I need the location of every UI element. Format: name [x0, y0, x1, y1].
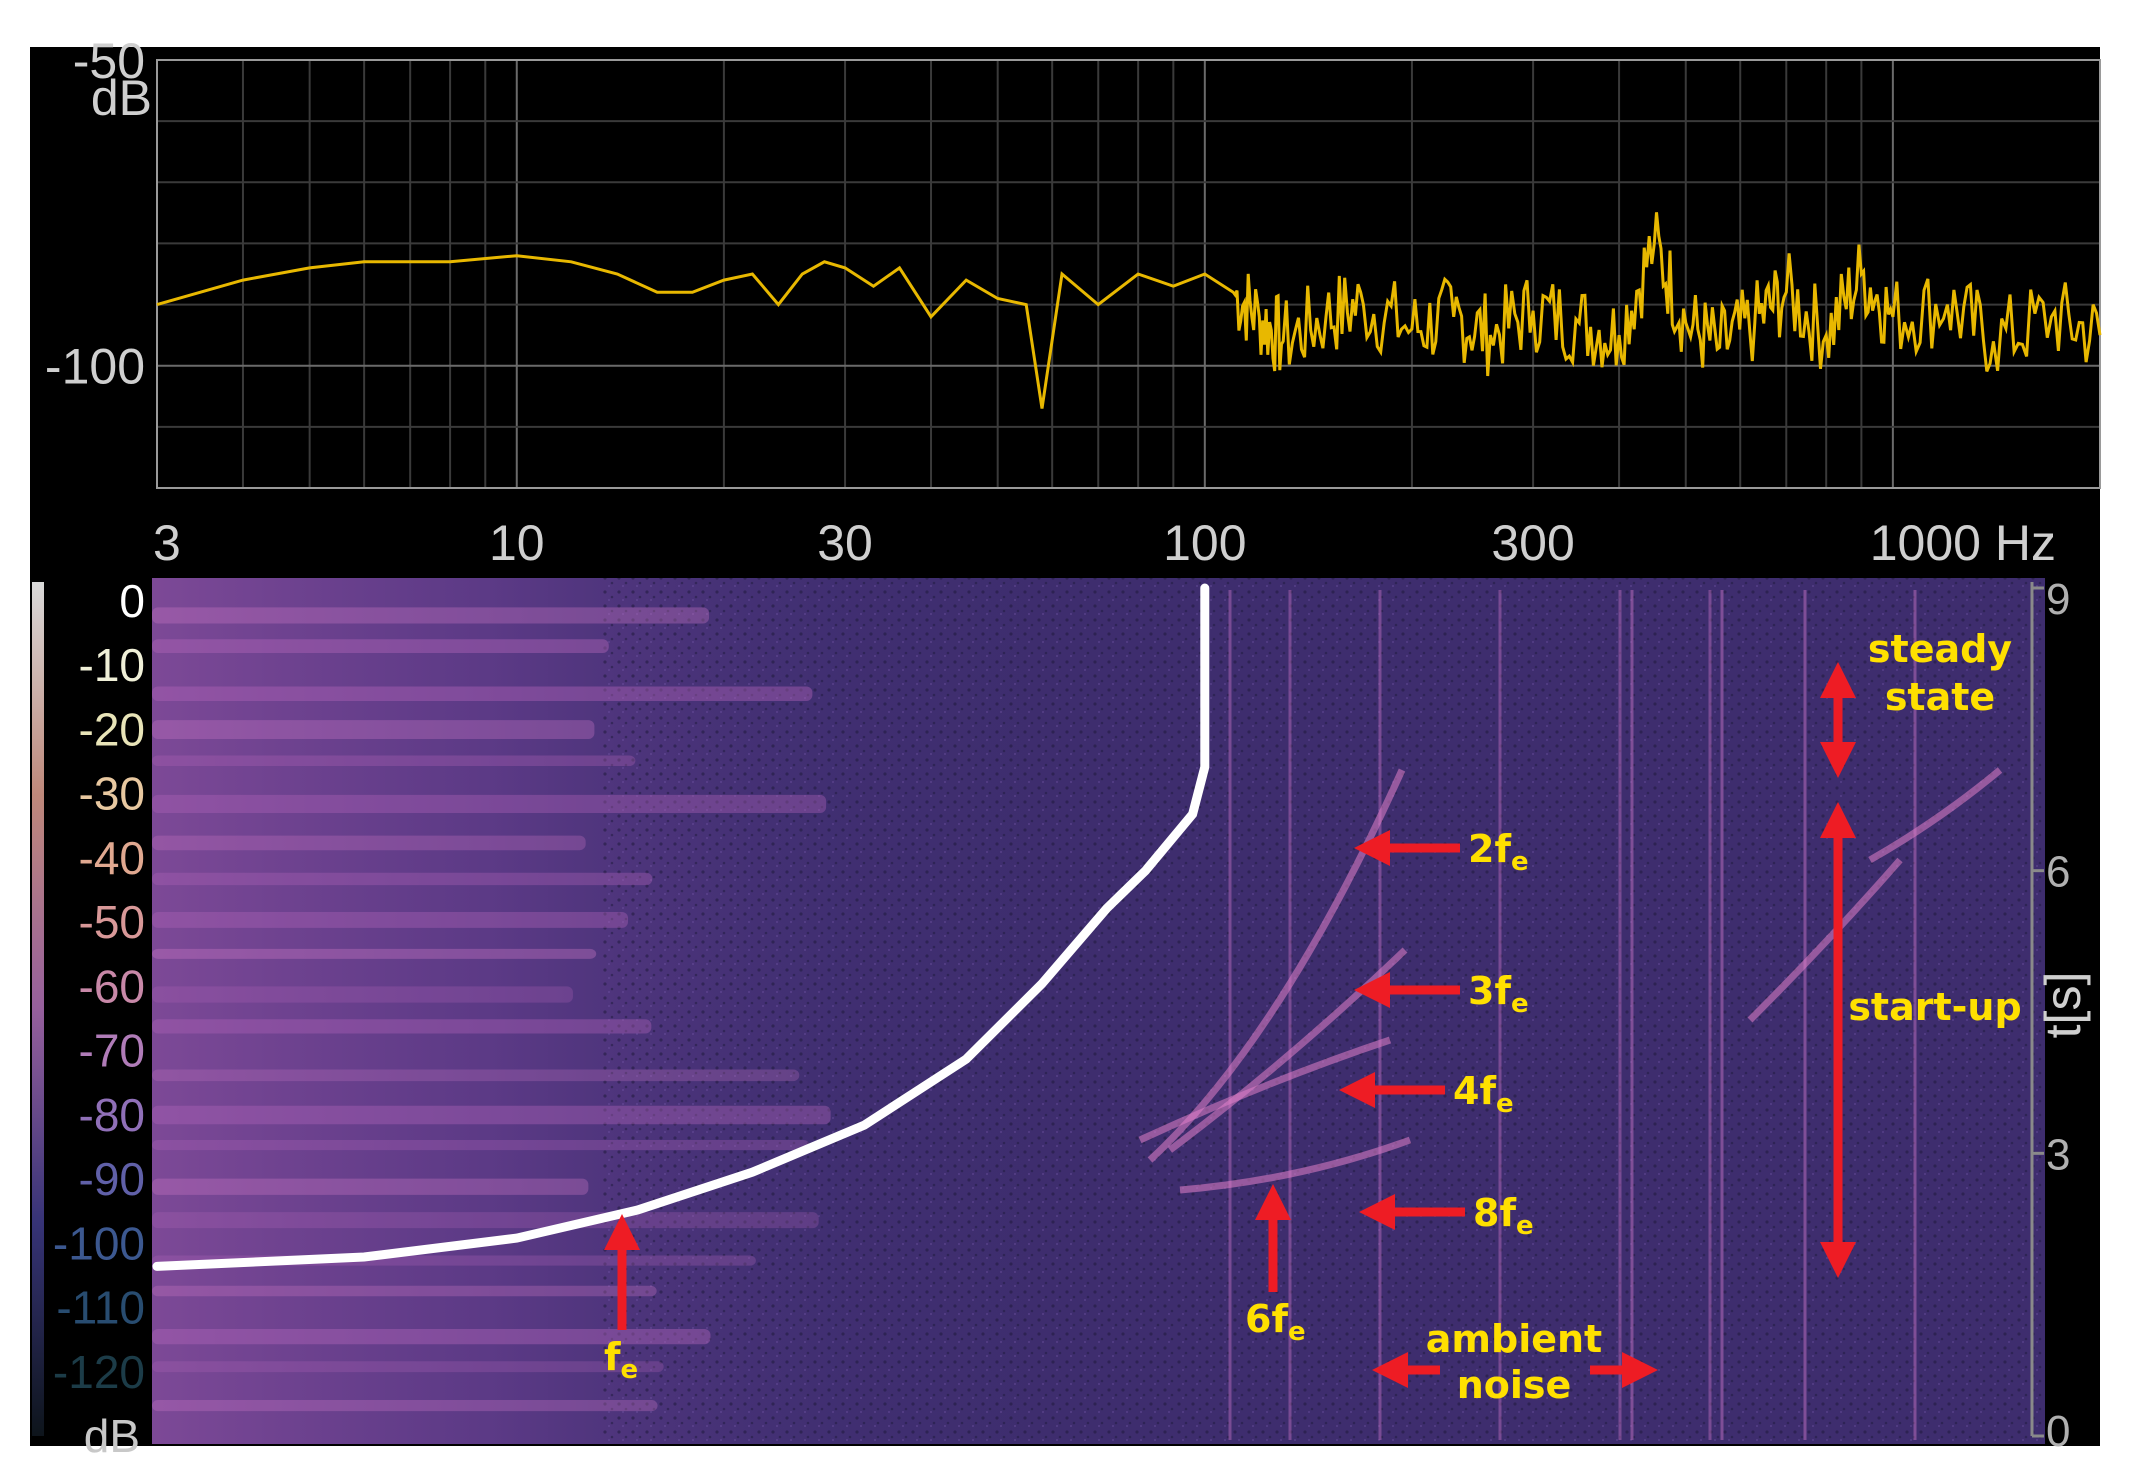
colorbar-tick-label: -50 [79, 896, 145, 948]
colorbar-tick-label: dB [84, 1410, 140, 1462]
fundamental-frequency-curve [152, 583, 1210, 1271]
colorbar-tick-label: -110 [56, 1282, 145, 1334]
harmonic-ridge [1138, 1036, 1392, 1144]
spectrogram-band [152, 686, 813, 702]
spectrogram-colorbar [32, 582, 44, 1436]
spectrogram-band [152, 794, 827, 814]
time-axis-tick-label: 9 [2046, 575, 2070, 624]
label-start-up: start-up [1848, 985, 2021, 1029]
label-state: state [1885, 675, 1995, 719]
colorbar-tick-label: -80 [79, 1089, 145, 1141]
colorbar-tick-label: -30 [79, 768, 145, 820]
label-2fe: 2fe [1468, 827, 1529, 877]
label-4fe: 4fe [1453, 1069, 1514, 1119]
spectrogram-band [152, 911, 629, 928]
colorbar-tick-label: -90 [79, 1153, 145, 1205]
colorbar-tick-label: -60 [79, 960, 145, 1012]
spectrogram-band [152, 872, 653, 886]
spectrum-plot-border [156, 59, 2101, 489]
label-steady: steady [1868, 627, 2012, 671]
colorbar-tick-label: -100 [53, 1217, 145, 1269]
spectrum-x-tick-label: 1000 Hz [1870, 515, 2056, 571]
label-noise: noise [1457, 1363, 1572, 1407]
spectrogram-band [152, 986, 573, 1003]
spectrum-x-tick-label: 100 [1163, 515, 1246, 571]
spectrogram-band [152, 835, 586, 851]
spectrogram-band [152, 1328, 711, 1345]
spectrogram-band [152, 1139, 810, 1151]
spectrum-x-tick-label: 10 [489, 515, 545, 571]
time-axis-tick-label: 6 [2046, 848, 2070, 897]
time-axis-tick-label: 3 [2046, 1130, 2070, 1179]
spectrum-x-tick-label: 300 [1491, 515, 1574, 571]
colorbar-tick-label: -120 [53, 1346, 145, 1398]
spectrogram-horizontal-bands [152, 607, 831, 1412]
spectrogram-harmonic-ridges [1138, 767, 2003, 1194]
spectrogram-noise-texture [600, 578, 2045, 1444]
label-3fe: 3fe [1468, 969, 1529, 1019]
spectrogram-band [152, 1069, 800, 1082]
spectrum-y-tick-label: -100 [45, 339, 145, 395]
spectrogram-band [152, 1019, 652, 1034]
spectrogram-band [152, 720, 595, 740]
time-axis-tick-label: 0 [2046, 1407, 2070, 1456]
time-axis-ticks: 9 6 3 0 [2032, 575, 2070, 1456]
spectrum-x-tick-label: 30 [817, 515, 873, 571]
colorbar-tick-label: -20 [79, 703, 145, 755]
spectrogram-band [152, 948, 597, 959]
spectrum-x-ticks: 3 10 30 100 300 1000 Hz [153, 515, 2056, 571]
colorbar-tick-label: -10 [79, 639, 145, 691]
spectrogram-ambient-lines [1228, 590, 1917, 1440]
spectrum-series-line [156, 212, 2102, 409]
annotation-labels: fe 6fe 2fe 3fe 4fe 8fe ambient noise ste… [604, 627, 2022, 1407]
harmonic-ridge [1868, 767, 2003, 864]
label-fe: fe [604, 1335, 638, 1385]
colorbar-tick-label: 0 [119, 575, 145, 627]
harmonic-ridge [1179, 1136, 1412, 1194]
spectrogram-band [152, 1212, 819, 1229]
label-6fe: 6fe [1245, 1297, 1306, 1347]
colorbar-ticks: 0 -10 -20 -30 -40 -50 -60 -70 -80 -90 -100 -110 -120… [53, 575, 145, 1462]
label-ambient: ambient [1426, 1317, 1602, 1361]
spectrogram-band [152, 1178, 589, 1195]
spectrogram-band [152, 1105, 831, 1125]
time-axis-label: t[s] [2035, 972, 2091, 1039]
spectrum-y-axis-label: dB [91, 70, 152, 126]
colorbar-tick-label: -70 [79, 1025, 145, 1077]
spectrogram-band [152, 1400, 658, 1412]
label-8fe: 8fe [1473, 1191, 1534, 1241]
annotation-arrows [604, 662, 1856, 1388]
spectrum-y-tick-label: -50 [73, 33, 145, 89]
spectrogram-band [152, 607, 710, 624]
spectrogram-band [152, 1285, 657, 1297]
spectrogram-band [152, 755, 636, 766]
spectrum-y-ticks: -50 -100 [45, 33, 145, 395]
spectrogram-band [152, 639, 609, 653]
colorbar-tick-label: -40 [79, 832, 145, 884]
spectrogram-band [152, 1361, 664, 1373]
spectrum-x-tick-label: 3 [153, 515, 181, 571]
spectrum-panel-bg [30, 47, 2100, 572]
